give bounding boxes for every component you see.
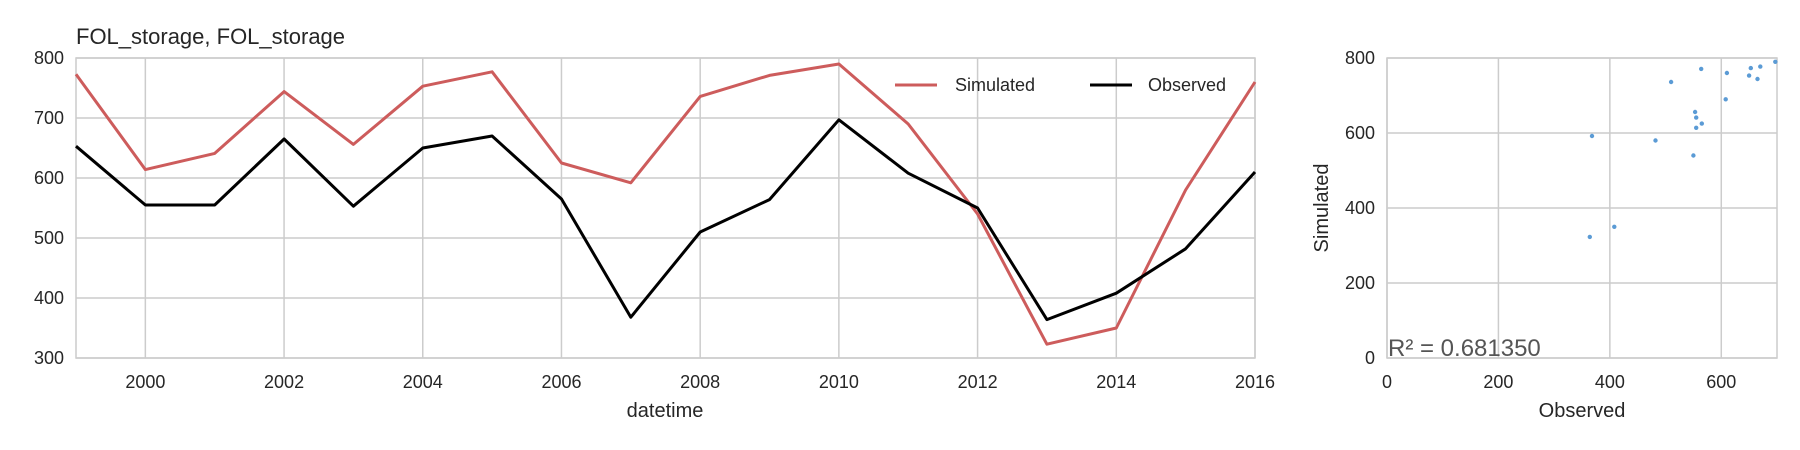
scatter-point	[1587, 234, 1593, 240]
timeseries-y-tick-label: 700	[34, 108, 64, 128]
scatter-point	[1699, 121, 1705, 126]
scatter-point	[1691, 153, 1696, 158]
scatter-point	[1723, 97, 1728, 102]
timeseries-lines	[74, 62, 1257, 346]
scatter-x-tick-label: 200	[1483, 372, 1513, 392]
scatter-x-tick-label: 400	[1595, 372, 1625, 392]
scatter-plot: 0 200 400 600 0 200 400 600 800 Observed Simulat…	[1311, 48, 1778, 422]
timeseries-legend: Simulated Observed	[895, 75, 1226, 95]
scatter-point	[1773, 59, 1778, 64]
scatter-point	[1758, 64, 1763, 69]
scatter-point	[1724, 70, 1730, 76]
timeseries-x-tick-label: 2002	[264, 372, 304, 392]
scatter-point	[1692, 109, 1698, 115]
scatter-ticks: 0 200 400 600 0 200 400 600 800	[1345, 48, 1736, 392]
scatter-point	[1755, 76, 1760, 82]
scatter-y-axis-label: Simulated	[1311, 164, 1333, 253]
timeseries-y-tick-label: 400	[34, 288, 64, 308]
timeseries-x-tick-label: 2008	[680, 372, 720, 392]
legend-label-observed: Observed	[1148, 75, 1226, 95]
scatter-y-tick-label: 0	[1365, 348, 1375, 368]
scatter-y-tick-label: 800	[1345, 48, 1375, 68]
scatter-point	[1746, 73, 1752, 78]
timeseries-y-tick-label: 600	[34, 168, 64, 188]
timeseries-y-tick-label: 500	[34, 228, 64, 248]
scatter-x-axis-label: Observed	[1539, 400, 1626, 422]
timeseries-x-tick-label: 2014	[1096, 372, 1136, 392]
timeseries-x-tick-label: 2006	[541, 372, 581, 392]
scatter-y-tick-label: 200	[1345, 273, 1375, 293]
scatter-point	[1653, 138, 1658, 143]
timeseries-y-tick-label: 800	[34, 48, 64, 68]
timeseries-ticks: 2000 2002 2004 2006 2008 2010 2012 2014 2016 300 4…	[34, 48, 1275, 392]
scatter-x-tick-label: 600	[1706, 372, 1736, 392]
scatter-point	[1694, 115, 1699, 120]
scatter-point	[1694, 125, 1699, 130]
timeseries-x-tick-label: 2004	[403, 372, 443, 392]
series-line-observed	[75, 118, 1257, 322]
timeseries-grid	[76, 57, 1256, 359]
scatter-x-tick-label: 0	[1382, 372, 1392, 392]
scatter-points	[1587, 59, 1778, 240]
scatter-point	[1589, 133, 1595, 139]
scatter-point	[1668, 79, 1674, 85]
timeseries-x-tick-label: 2012	[958, 372, 998, 392]
timeseries-x-tick-label: 2000	[125, 372, 165, 392]
timeseries-plot: FOL_storage, FOL_storage 2000 2002 2004 200…	[34, 24, 1275, 422]
scatter-y-tick-label: 600	[1345, 123, 1375, 143]
timeseries-y-tick-label: 300	[34, 348, 64, 368]
timeseries-x-tick-label: 2016	[1235, 372, 1275, 392]
legend-label-simulated: Simulated	[955, 75, 1035, 95]
scatter-grid	[1386, 57, 1777, 359]
timeseries-title: FOL_storage, FOL_storage	[76, 24, 345, 49]
timeseries-x-axis-label: datetime	[627, 400, 704, 422]
scatter-point	[1748, 65, 1754, 71]
timeseries-x-tick-label: 2010	[819, 372, 859, 392]
series-line-simulated	[74, 62, 1257, 346]
r-squared-annotation: R² = 0.681350	[1388, 335, 1541, 362]
scatter-y-tick-label: 400	[1345, 198, 1375, 218]
scatter-point	[1612, 224, 1617, 229]
timeseries-plot-area	[75, 57, 1256, 359]
scatter-point	[1699, 66, 1704, 72]
